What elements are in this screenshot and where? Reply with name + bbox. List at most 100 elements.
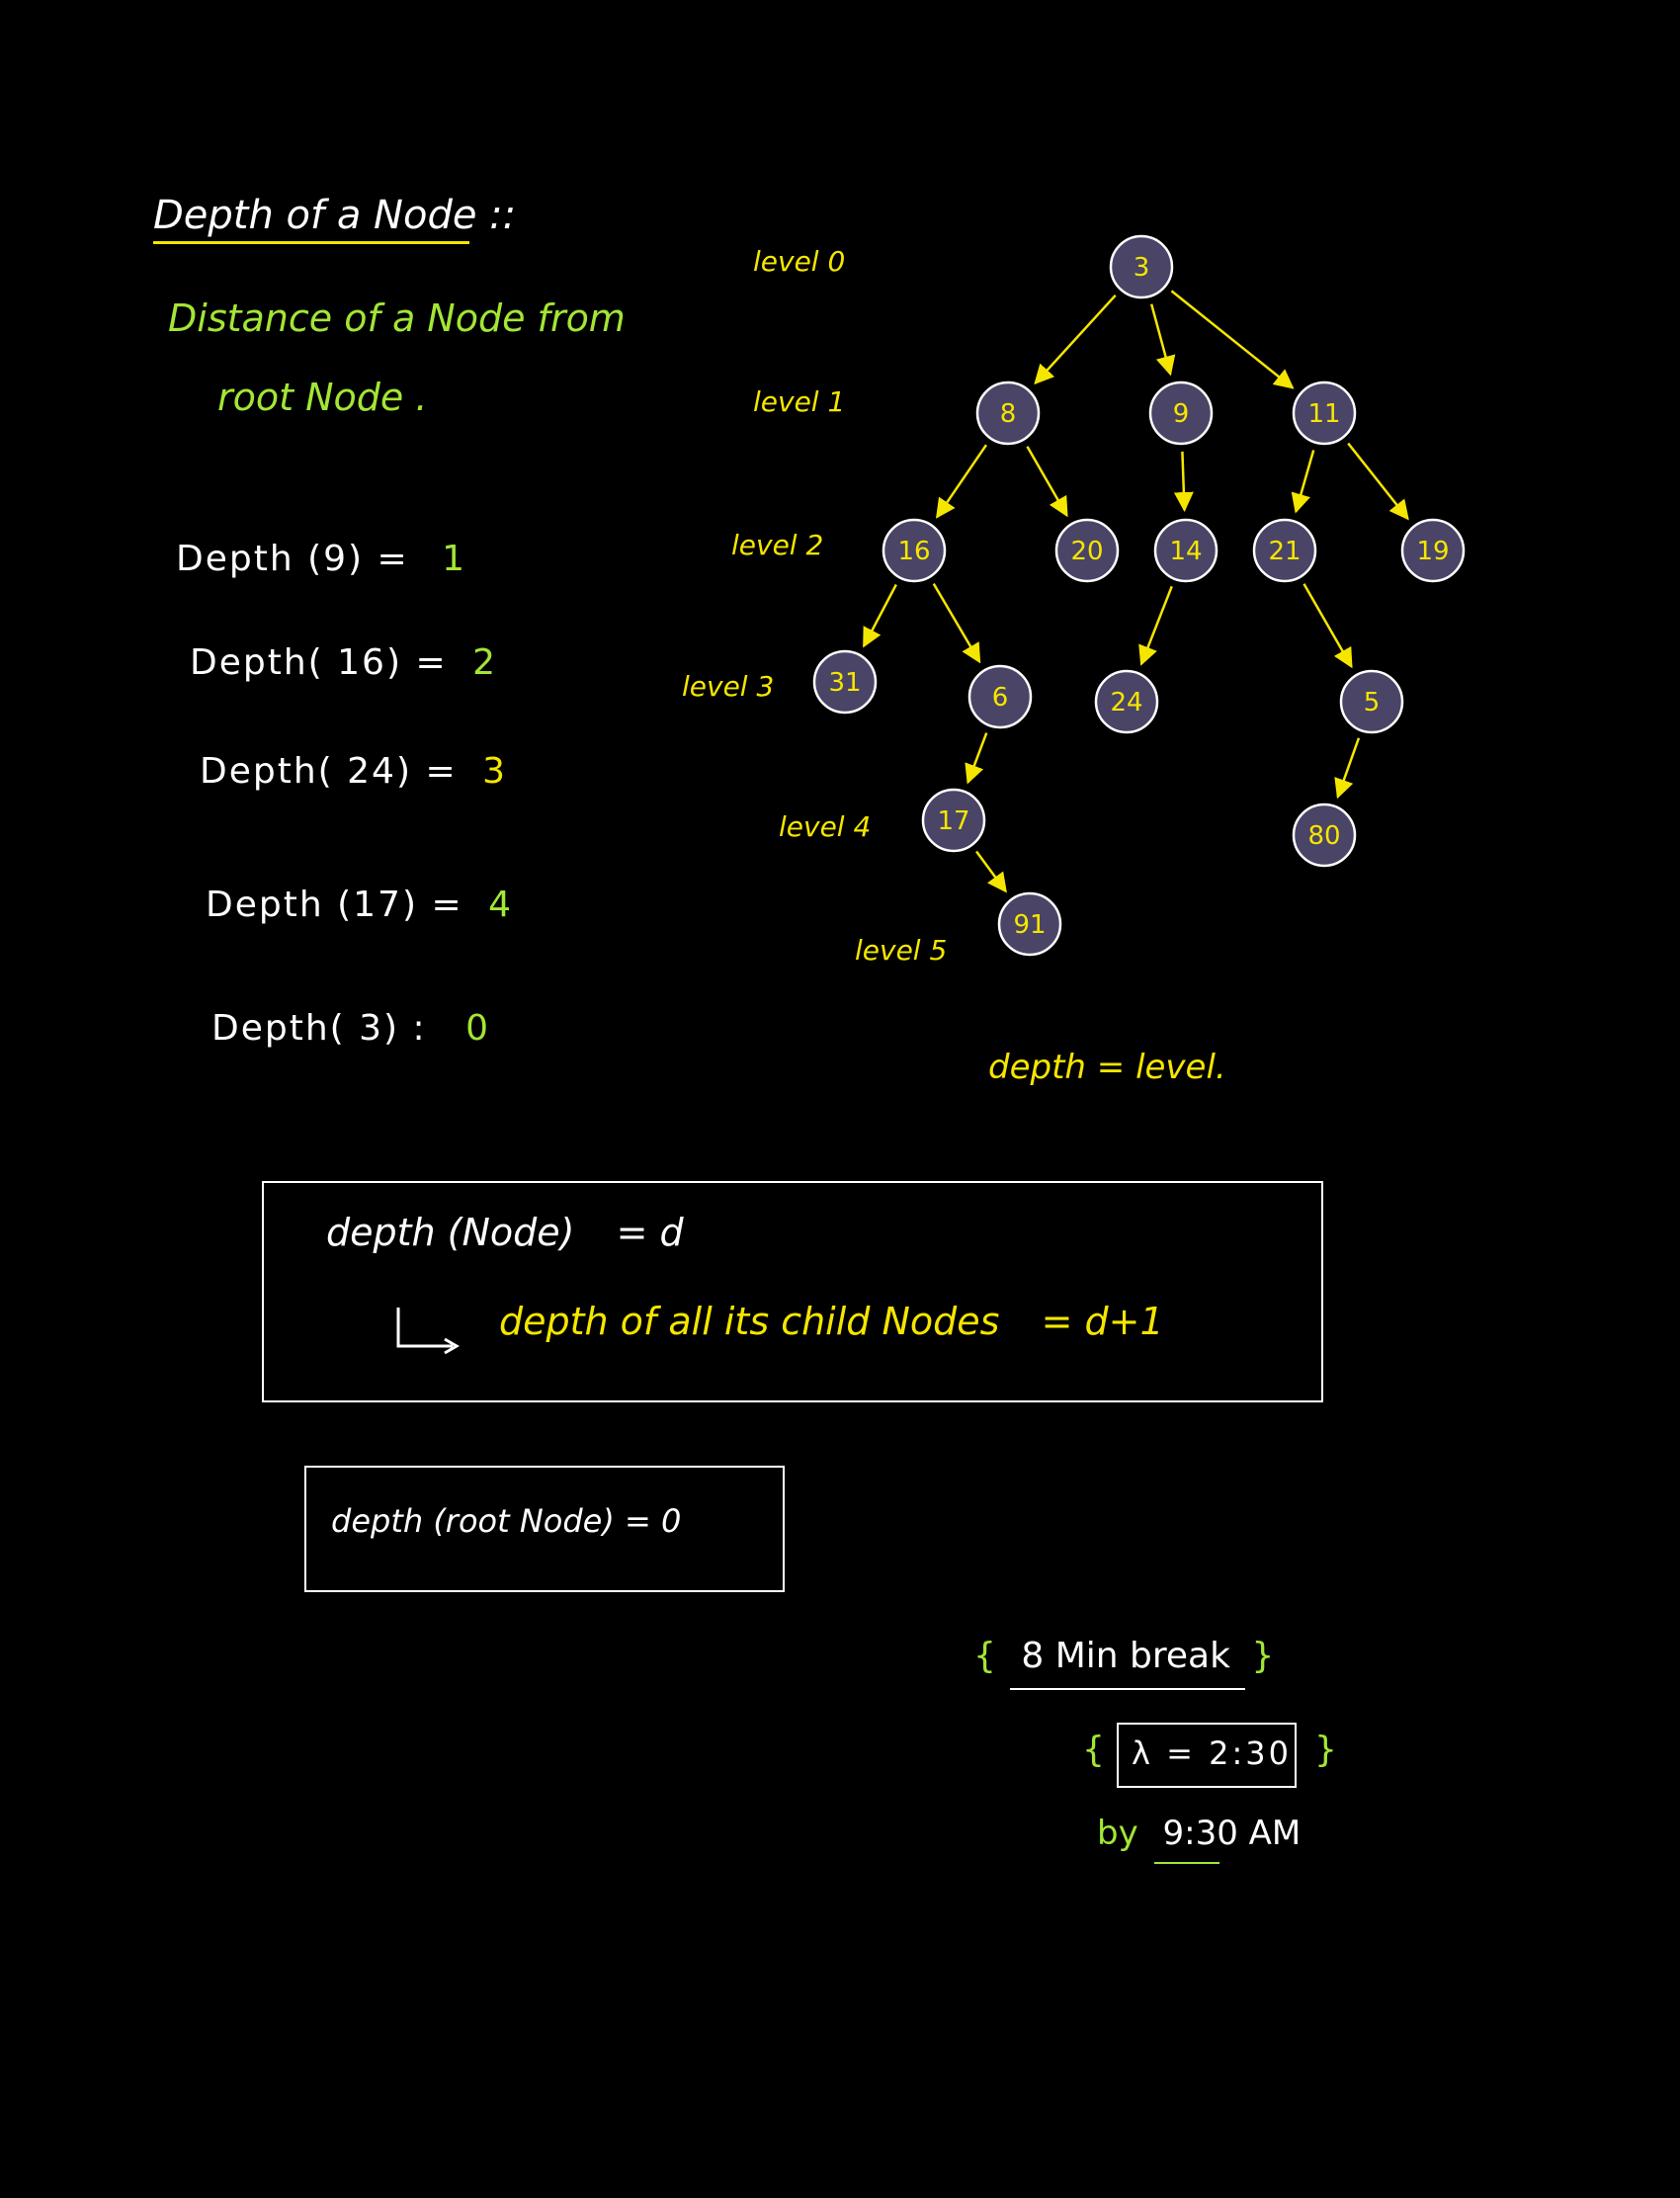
tree-edge-3-11 [1170, 290, 1295, 389]
tree-node-circle [1153, 518, 1218, 583]
tree-node-label: 21 [1268, 537, 1301, 566]
tree-node-label: 6 [992, 683, 1009, 713]
depth-example-expr: Depth( 3) : [211, 1008, 427, 1049]
corner-arrow-line [396, 1308, 453, 1348]
tree-edge-17-91 [975, 850, 1007, 893]
tree-nodes: 3 8 9 11 16 20 14 21 19 31 6 24 5 17 80 91 [812, 234, 1466, 957]
level-label-1: level 1 [753, 385, 846, 418]
tree-node-11: 11 [1292, 380, 1357, 446]
tree-node-91: 91 [997, 891, 1062, 957]
depth-example-1: Depth (9) = 1 [176, 539, 466, 579]
time-close-brace: } [1314, 1730, 1337, 1770]
depth-example-expr: Depth (9) = [176, 539, 409, 579]
time-text: λ = 2:30 [1132, 1734, 1292, 1772]
box1-depth-node: depth (Node) [326, 1211, 575, 1254]
tree-edge-5-80 [1334, 737, 1361, 800]
tree-node-31: 31 [812, 649, 878, 715]
tree-node-circle [1400, 518, 1466, 583]
tree-node-circle [1148, 380, 1214, 446]
level-label-3: level 3 [682, 670, 775, 703]
tree-edge-9-14 [1173, 451, 1194, 513]
time-note: { [1082, 1730, 1105, 1770]
tree-node-circle [975, 380, 1041, 446]
depth-example-expr: Depth( 24) = [200, 751, 458, 792]
break-close-brace: } [1251, 1636, 1275, 1676]
tree-node-label: 14 [1169, 537, 1202, 566]
definition-line-2: root Node . [217, 376, 428, 419]
tree-node-label: 19 [1416, 537, 1449, 566]
tree-edge-16-6 [932, 582, 981, 664]
tree-node-24: 24 [1094, 669, 1159, 734]
tree-node-label: 16 [897, 537, 930, 566]
box1-equals-d: = d [616, 1211, 684, 1254]
tree-node-80: 80 [1292, 803, 1357, 868]
tree-node-circle [1292, 803, 1357, 868]
root-depth-text: depth (root Node) = 0 [331, 1502, 682, 1540]
definition-line-1: Distance of a Node from [168, 296, 626, 340]
depth-example-2: Depth( 16) = 2 [190, 642, 497, 683]
tree-node-circle [812, 649, 878, 715]
by-time: 9:30 AM [1162, 1814, 1302, 1853]
tree-node-21: 21 [1252, 518, 1317, 583]
tree-node-circle [967, 664, 1033, 729]
tree-node-label: 8 [1000, 399, 1017, 429]
tree-node-circle [1109, 234, 1174, 299]
depth-example-value: 0 [465, 1008, 491, 1049]
tree-node-label: 17 [937, 806, 969, 836]
tree-edge-16-31 [862, 583, 897, 648]
tree-node-label: 91 [1013, 910, 1046, 940]
time-close: } [1314, 1730, 1337, 1770]
tree-edge-21-5 [1302, 583, 1353, 669]
tree-edge-11-21 [1291, 450, 1315, 514]
tree-node-label: 9 [1173, 399, 1190, 429]
tree-node-8: 8 [975, 380, 1041, 446]
tree-node-9: 9 [1148, 380, 1214, 446]
tree-edge-14-24 [1138, 585, 1173, 666]
by-note: by 9:30 AM [1097, 1814, 1301, 1853]
depth-example-4: Depth (17) = 4 [206, 885, 513, 925]
tree-node-circle [1252, 518, 1317, 583]
tree-node-19: 19 [1400, 518, 1466, 583]
tree-node-label: 20 [1070, 537, 1103, 566]
tree-node-label: 31 [828, 668, 861, 698]
level-label-0: level 0 [753, 245, 846, 278]
tree-node-circle [1054, 518, 1120, 583]
title-underline [153, 241, 469, 244]
depth-example-value: 4 [488, 885, 513, 925]
tree-edge-3-8 [1034, 294, 1117, 385]
tree-node-label: 5 [1364, 688, 1381, 718]
tree-node-circle [1339, 669, 1404, 734]
tree-edge-3-9 [1149, 303, 1176, 377]
tree-node-6: 6 [967, 664, 1033, 729]
level-label-4: level 4 [779, 810, 872, 843]
depth-example-3: Depth( 24) = 3 [200, 751, 507, 792]
level-label-2: level 2 [731, 529, 824, 561]
tree-edge-6-17 [965, 732, 988, 785]
level-label-5: level 5 [855, 934, 948, 967]
page-title: Depth of a Node :: [153, 193, 517, 238]
break-underline [1010, 1688, 1245, 1690]
tree-node-circle [921, 788, 986, 853]
tree-node-17: 17 [921, 788, 986, 853]
tree-node-3: 3 [1109, 234, 1174, 299]
depth-example-expr: Depth (17) = [206, 885, 463, 925]
time-box [1117, 1723, 1297, 1788]
box1-equals-d-plus-1: = d+1 [1041, 1300, 1164, 1343]
box1-line-2: depth of all its child Nodes = d+1 [499, 1300, 1164, 1343]
depth-rule-box [262, 1181, 1323, 1402]
time-open-brace: { [1082, 1730, 1105, 1770]
depth-example-value: 2 [472, 642, 497, 683]
depth-example-value: 1 [442, 539, 467, 579]
by-time-underline [1154, 1862, 1219, 1864]
tree-node-label: 3 [1134, 253, 1150, 283]
tree-node-circle [1094, 669, 1159, 734]
tree-edge-11-19 [1347, 442, 1409, 521]
tree-node-circle [882, 518, 947, 583]
tree-node-label: 24 [1110, 688, 1142, 718]
box1-line-1: depth (Node) = d [326, 1211, 684, 1254]
break-text: 8 Min break [1021, 1636, 1230, 1676]
tree-edge-8-16 [936, 444, 988, 519]
root-depth-box [304, 1466, 785, 1592]
